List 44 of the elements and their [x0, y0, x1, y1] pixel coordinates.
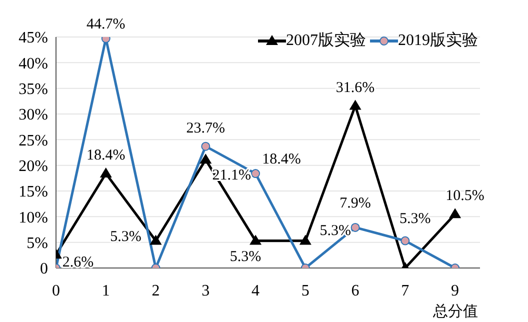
- x-tick-label: 1: [102, 282, 110, 300]
- point: [150, 234, 162, 245]
- x-axis-title: 总分值: [432, 303, 478, 320]
- data-label: 44.7%: [86, 16, 126, 33]
- data-label: 5.3%: [400, 210, 431, 227]
- x-tick-label: 0: [52, 282, 60, 300]
- point: [250, 234, 262, 245]
- point: [251, 169, 260, 178]
- x-tick-label: 5: [301, 282, 310, 300]
- y-tick-label: 40%: [18, 55, 48, 72]
- x-tick-label: 2: [152, 282, 160, 300]
- y-tick-label: 5%: [26, 235, 48, 252]
- data-label: 5.3%: [110, 228, 142, 245]
- point: [299, 234, 312, 245]
- y-tick-label: 0: [40, 260, 48, 278]
- y-tick-label: 15%: [18, 184, 48, 201]
- legend-label: 2019版实验: [398, 30, 478, 51]
- data-label: 7.9%: [340, 195, 371, 212]
- data-label: 5.3%: [230, 248, 262, 265]
- x-tick-label: 3: [202, 282, 210, 300]
- data-label: 10.5%: [446, 188, 484, 204]
- data-label: 5.3%: [320, 222, 352, 239]
- data-label: 31.6%: [336, 80, 375, 96]
- data-label: 18.4%: [262, 152, 301, 168]
- y-tick-label: 35%: [18, 81, 48, 98]
- point: [350, 222, 360, 232]
- point: [200, 154, 212, 164]
- legend-label: 2007版实验: [286, 30, 366, 51]
- data-label: 18.4%: [86, 148, 126, 164]
- point: [400, 236, 410, 246]
- point: [449, 208, 462, 218]
- x-tick-label: 7: [401, 282, 410, 300]
- point: [201, 142, 210, 151]
- data-label: 2.6%: [62, 254, 94, 271]
- y-tick-label: 25%: [18, 132, 48, 150]
- x-tick-label: 6: [351, 282, 360, 300]
- y-tick-label: 20%: [18, 158, 48, 176]
- x-tick-label: 4: [252, 282, 260, 300]
- data-label: 23.7%: [186, 120, 226, 136]
- y-tick-label: 10%: [18, 209, 48, 226]
- point: [100, 168, 112, 178]
- y-tick-label: 30%: [18, 106, 48, 124]
- x-tick-label: 9: [451, 282, 460, 300]
- y-tick-label: 45%: [18, 30, 48, 47]
